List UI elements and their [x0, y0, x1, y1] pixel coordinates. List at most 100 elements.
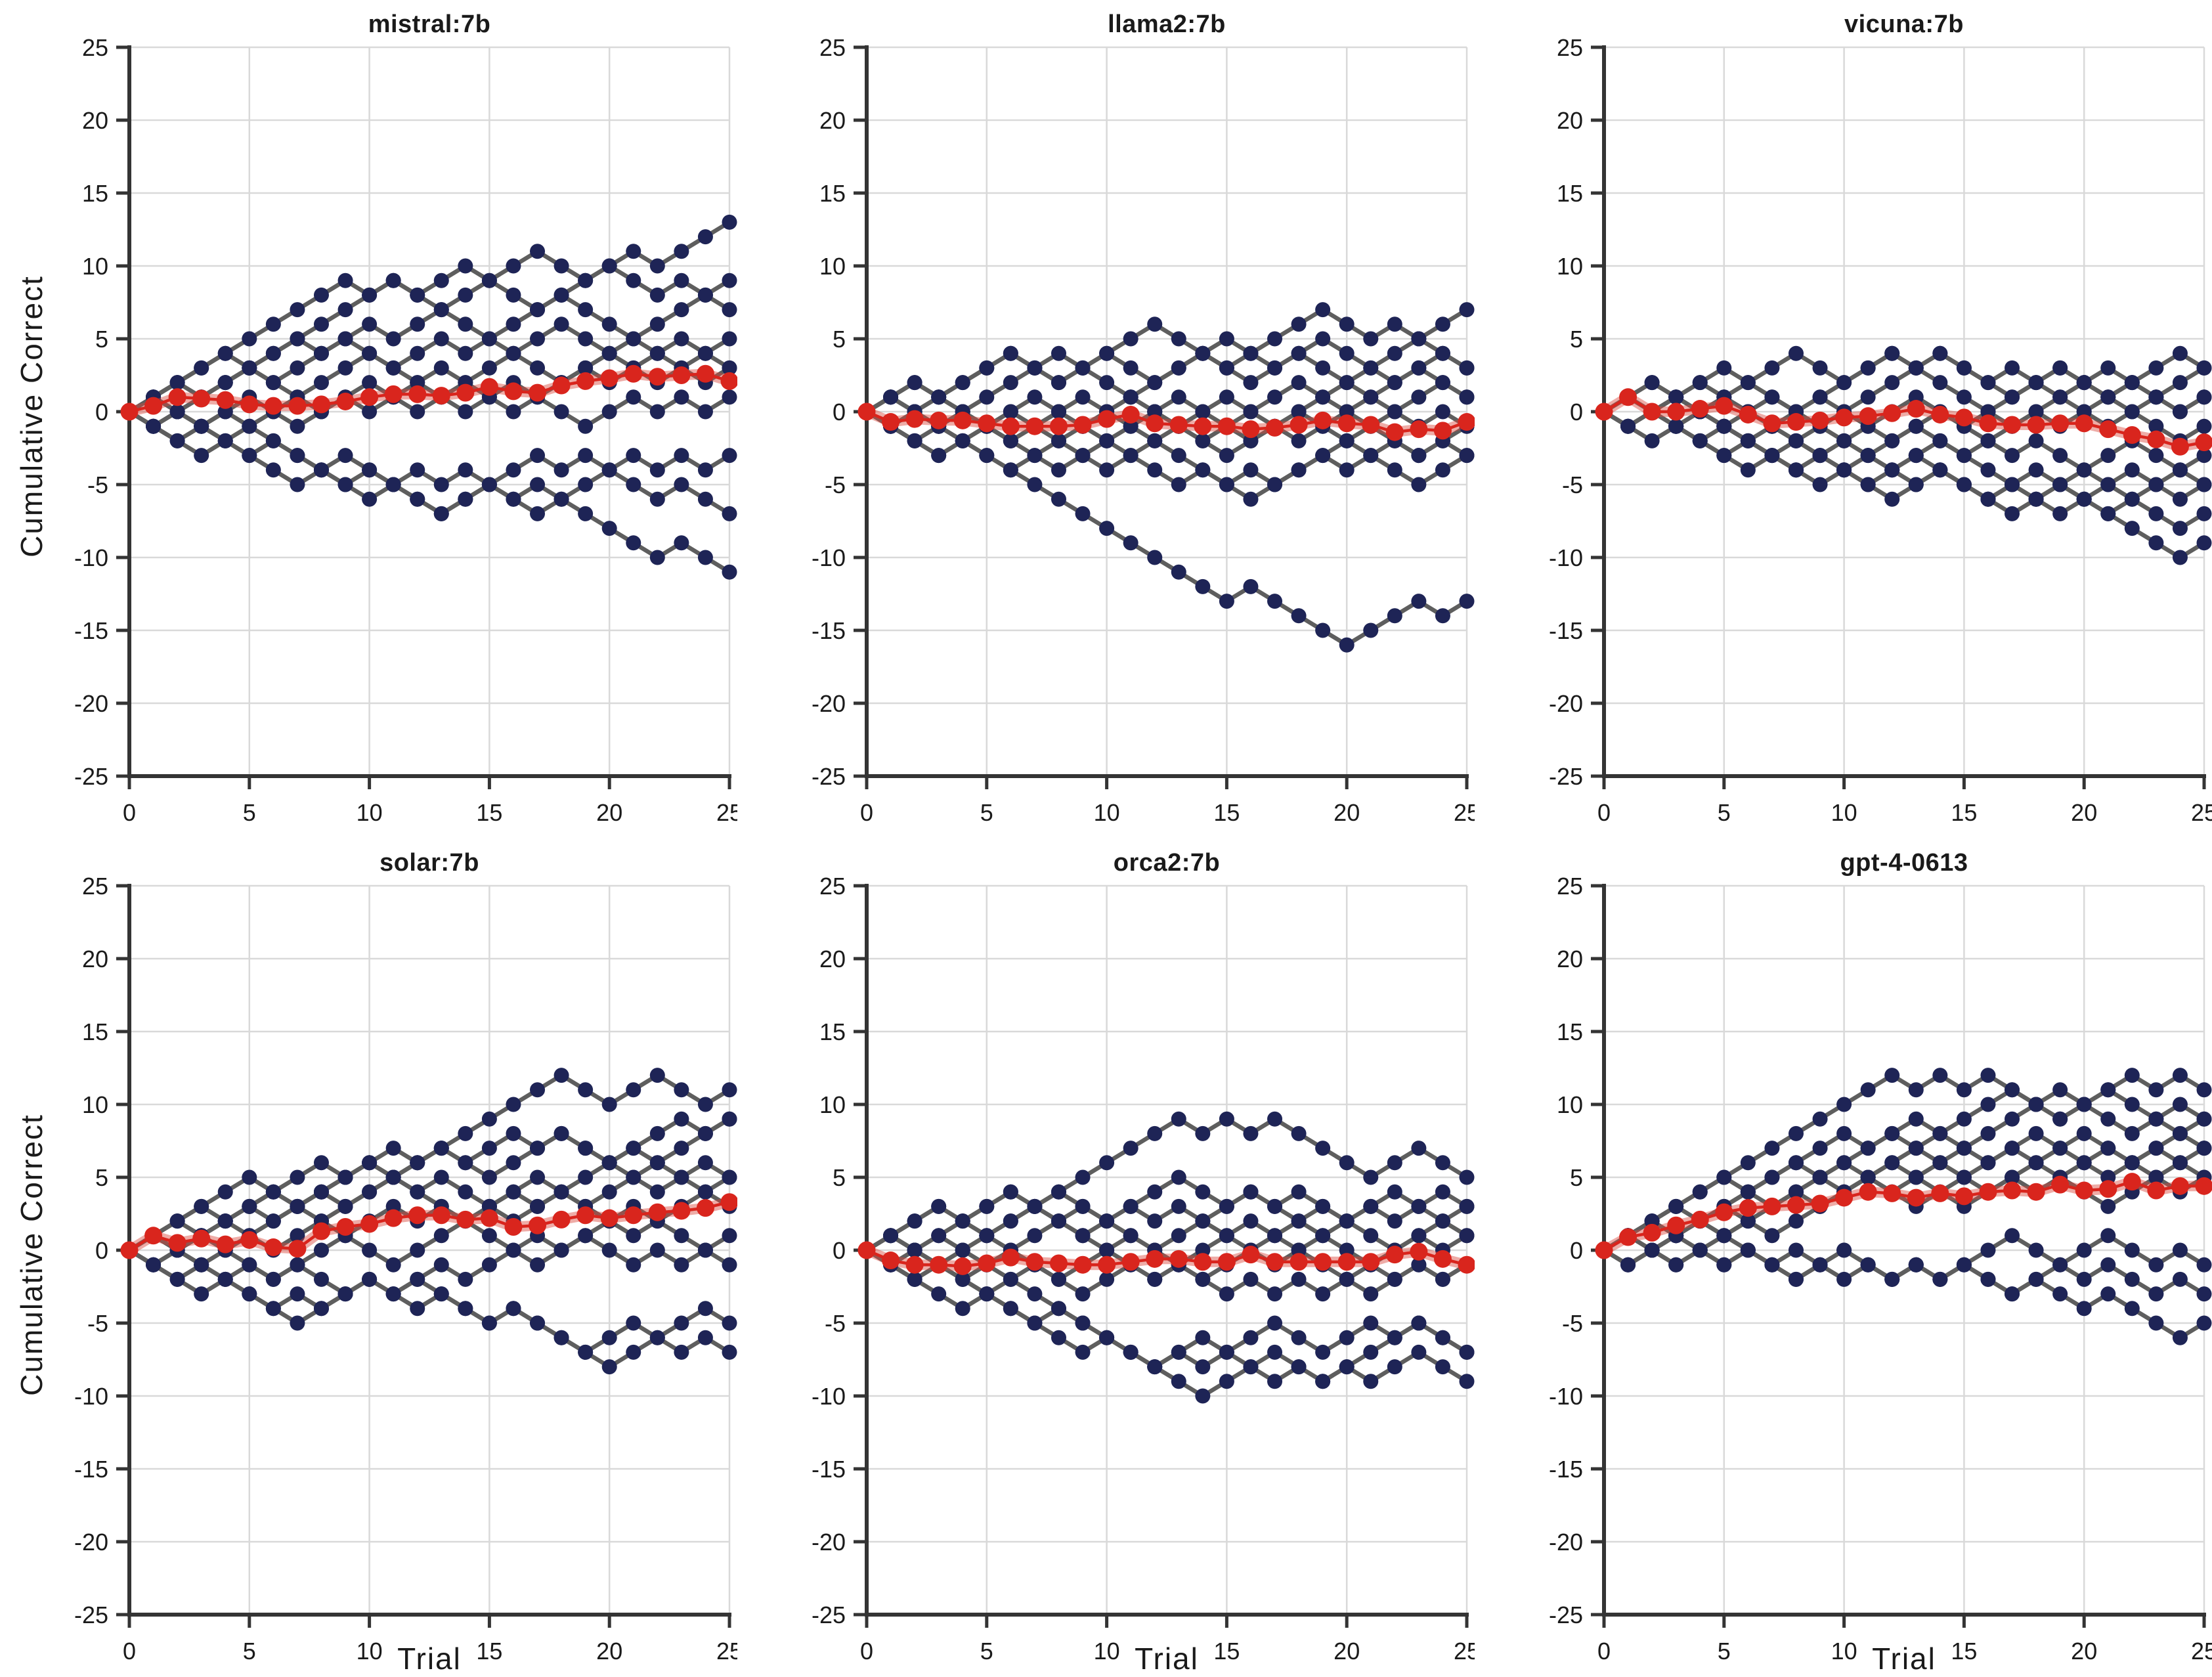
svg-text:-10: -10	[1549, 1383, 1583, 1410]
panel-mistral-7b: -25 -20 -15 -10 -5 0 5 10 15 20 25 0 5 10 15 20 25 mistr…	[0, 0, 737, 838]
svg-text:-20: -20	[74, 690, 108, 717]
svg-text:5: 5	[1718, 1638, 1731, 1665]
svg-text:10: 10	[357, 799, 383, 826]
svg-text:5: 5	[1570, 326, 1583, 353]
svg-text:-25: -25	[812, 1601, 846, 1628]
svg-text:-15: -15	[1549, 617, 1583, 644]
svg-text:-15: -15	[812, 1456, 846, 1483]
svg-text:-10: -10	[812, 1383, 846, 1410]
svg-text:10: 10	[1094, 1638, 1120, 1665]
svg-text:-10: -10	[74, 544, 108, 571]
svg-text:10: 10	[1094, 799, 1120, 826]
svg-text:-20: -20	[74, 1529, 108, 1556]
svg-text:20: 20	[596, 1638, 622, 1665]
svg-text:-5: -5	[87, 471, 108, 498]
svg-text:5: 5	[243, 799, 256, 826]
svg-text:20: 20	[819, 946, 846, 972]
svg-text:5: 5	[243, 1638, 256, 1665]
svg-text:15: 15	[1557, 180, 1583, 207]
svg-text:25: 25	[1557, 34, 1583, 61]
svg-text:15: 15	[819, 180, 846, 207]
svg-text:-10: -10	[812, 544, 846, 571]
svg-text:20: 20	[1334, 1638, 1360, 1665]
svg-text:-5: -5	[1562, 471, 1583, 498]
svg-text:15: 15	[82, 180, 108, 207]
svg-text:25: 25	[1454, 799, 1475, 826]
svg-text:25: 25	[2191, 799, 2212, 826]
svg-text:20: 20	[82, 946, 108, 972]
svg-text:-25: -25	[74, 763, 108, 790]
svg-text:25: 25	[2191, 1638, 2212, 1665]
svg-text:10: 10	[819, 1091, 846, 1118]
panel-title-orca2-7b: orca2:7b	[1113, 849, 1221, 877]
svg-text:10: 10	[1831, 799, 1857, 826]
panel-gpt-4-0613: -25 -20 -15 -10 -5 0 5 10 15 20 25 0 5 10 15 20 25 gpt-4…	[1475, 838, 2212, 1677]
svg-text:0: 0	[123, 1638, 136, 1665]
svg-text:25: 25	[716, 799, 737, 826]
svg-text:0: 0	[860, 1638, 873, 1665]
svg-text:15: 15	[476, 799, 502, 826]
svg-text:25: 25	[82, 873, 108, 900]
svg-text:10: 10	[819, 253, 846, 280]
svg-text:0: 0	[1570, 1237, 1583, 1264]
svg-text:-5: -5	[1562, 1310, 1583, 1337]
panel-orca2-7b: -25 -20 -15 -10 -5 0 5 10 15 20 25 0 5 10 15 20 25 orca2…	[737, 838, 1475, 1677]
svg-text:-25: -25	[812, 763, 846, 790]
svg-text:20: 20	[596, 799, 622, 826]
svg-text:0: 0	[1597, 1638, 1611, 1665]
chart-canvas-orca2-7b: -25 -20 -15 -10 -5 0 5 10 15 20 25 0 5 10 15 20 25	[812, 873, 1475, 1665]
svg-text:-15: -15	[812, 617, 846, 644]
svg-text:-10: -10	[1549, 544, 1583, 571]
panel-title-llama2-7b: llama2:7b	[1108, 11, 1226, 38]
panel-title-gpt-4-0613: gpt-4-0613	[1840, 849, 1968, 877]
svg-text:15: 15	[476, 1638, 502, 1665]
svg-text:20: 20	[2071, 1638, 2097, 1665]
svg-text:25: 25	[82, 34, 108, 61]
svg-text:-25: -25	[1549, 763, 1583, 790]
svg-text:5: 5	[833, 1164, 846, 1191]
svg-text:0: 0	[833, 1237, 846, 1264]
chart-canvas-vicuna-7b: -25 -20 -15 -10 -5 0 5 10 15 20 25 0 5 10 15 20 25	[1549, 34, 2212, 826]
panel-title-vicuna-7b: vicuna:7b	[1844, 11, 1964, 38]
svg-text:20: 20	[2071, 799, 2097, 826]
panel-solar-7b: -25 -20 -15 -10 -5 0 5 10 15 20 25 0 5 10 15 20 25 solar…	[0, 838, 737, 1677]
panel-title-mistral-7b: mistral:7b	[368, 11, 491, 38]
svg-text:-20: -20	[812, 690, 846, 717]
svg-text:20: 20	[1557, 107, 1583, 134]
svg-text:15: 15	[1951, 799, 1977, 826]
svg-text:10: 10	[82, 253, 108, 280]
panel-vicuna-7b: -25 -20 -15 -10 -5 0 5 10 15 20 25 0 5 10 15 20 25 vicun…	[1475, 0, 2212, 838]
svg-text:-15: -15	[1549, 1456, 1583, 1483]
svg-text:-20: -20	[1549, 1529, 1583, 1556]
x-axis-label: Trial	[397, 1642, 462, 1676]
svg-text:25: 25	[716, 1638, 737, 1665]
svg-text:10: 10	[82, 1091, 108, 1118]
svg-text:25: 25	[1557, 873, 1583, 900]
svg-text:20: 20	[1334, 799, 1360, 826]
x-axis-label: Trial	[1872, 1642, 1936, 1676]
y-axis-label-row2: Cumulative Correct	[14, 1114, 49, 1396]
svg-text:15: 15	[819, 1018, 846, 1045]
y-axis-label-row1: Cumulative Correct	[14, 275, 49, 557]
svg-text:15: 15	[1951, 1638, 1977, 1665]
svg-text:-20: -20	[812, 1529, 846, 1556]
svg-text:10: 10	[1557, 1091, 1583, 1118]
svg-text:0: 0	[1570, 399, 1583, 425]
svg-text:-5: -5	[825, 471, 846, 498]
svg-text:25: 25	[819, 34, 846, 61]
panel-title-solar-7b: solar:7b	[380, 849, 479, 877]
svg-text:-15: -15	[74, 1456, 108, 1483]
svg-text:5: 5	[1718, 799, 1731, 826]
svg-text:5: 5	[1570, 1164, 1583, 1191]
svg-text:-15: -15	[74, 617, 108, 644]
svg-text:15: 15	[1213, 1638, 1240, 1665]
svg-text:5: 5	[980, 1638, 993, 1665]
svg-text:25: 25	[819, 873, 846, 900]
svg-text:-5: -5	[825, 1310, 846, 1337]
svg-text:0: 0	[123, 799, 136, 826]
svg-text:0: 0	[860, 799, 873, 826]
svg-text:5: 5	[980, 799, 993, 826]
svg-text:20: 20	[1557, 946, 1583, 972]
panel-llama2-7b: -25 -20 -15 -10 -5 0 5 10 15 20 25 0 5 10 15 20 25 llama…	[737, 0, 1475, 838]
